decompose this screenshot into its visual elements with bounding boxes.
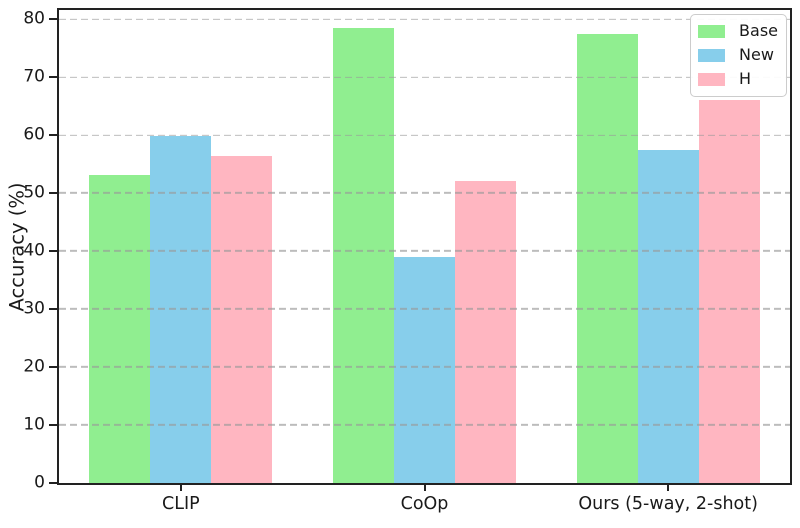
y-tick-mark-20 [49,366,57,369]
y-tick-mark-80 [49,18,57,21]
y-tick-label-40: 40 [23,240,45,261]
legend-label-new: New [739,45,774,64]
bar-group-Ours (5-way, 2-shot) [546,10,790,483]
legend-swatch-new [698,48,726,62]
x-tick-mark-CoOp [423,485,426,491]
legend-item-new: New [698,47,778,63]
x-tick-mark-CLIP [179,485,182,491]
y-tick-mark-50 [49,192,57,195]
bar-groups [59,10,790,483]
bar-group-CLIP [59,10,303,483]
legend-label-base: Base [739,21,778,40]
x-tick-label-Ours (5-way, 2-shot): Ours (5-way, 2-shot) [578,494,758,514]
bar-h-Ours (5-way, 2-shot) [698,100,760,483]
bar-h-CoOp [455,181,516,483]
bar-new-Ours (5-way, 2-shot) [637,149,699,483]
bar-h-CLIP [211,156,273,483]
y-tick-label-70: 70 [23,66,45,87]
x-tick-mark-Ours (5-way, 2-shot) [667,485,670,491]
legend-item-base: Base [698,23,778,39]
legend-swatch-h [698,72,726,86]
y-tick-mark-60 [49,134,57,137]
plot-area: 0 10 20 30 40 50 60 70 80 CLIP CoOp Ours (5-way, 2… [23,8,792,514]
legend-label-h: H [739,69,752,88]
legend-item-h: H [698,71,778,87]
bar-base-CLIP [89,174,151,483]
bar-base-Ours (5-way, 2-shot) [576,34,638,483]
y-tick-label-20: 20 [23,356,45,377]
y-tick-label-30: 30 [23,298,45,319]
x-tick-label-CoOp: CoOp [400,494,449,514]
bar-new-CoOp [394,256,455,483]
y-tick-mark-40 [49,250,57,253]
y-tick-mark-70 [49,76,57,79]
x-tick-label-CLIP: CLIP [161,494,200,514]
y-tick-label-50: 50 [23,182,45,203]
legend-swatch-base [698,24,726,38]
legend: Base New H [690,14,787,97]
bar-base-CoOp [333,27,394,483]
y-tick-mark-30 [49,308,57,311]
y-tick-label-60: 60 [23,124,45,145]
y-tick-mark-10 [49,424,57,427]
bar-group-CoOp [303,10,547,483]
y-tick-label-0: 0 [34,472,45,493]
bar-new-CLIP [150,135,212,483]
y-tick-mark-0 [49,482,57,484]
y-tick-label-10: 10 [23,414,45,435]
y-tick-label-80: 80 [23,8,45,29]
